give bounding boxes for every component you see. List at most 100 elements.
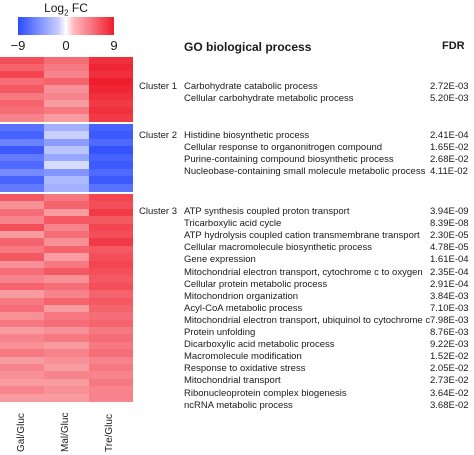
heatmap-cell (89, 312, 133, 321)
heatmap-cell (89, 124, 133, 133)
column-label: Tre/Gluc (104, 414, 115, 452)
heatmap-cell (89, 113, 133, 122)
heatmap-cell (89, 99, 133, 108)
heatmap-cell (0, 64, 44, 72)
heatmap-cell (89, 245, 133, 254)
heatmap-cell (44, 146, 89, 155)
heatmap-cell (0, 71, 44, 79)
heatmap-cell (44, 319, 89, 328)
heatmap-cell (44, 238, 89, 247)
heatmap-cell (0, 319, 44, 328)
heatmap-cell (44, 153, 89, 162)
heatmap-cell (44, 85, 89, 94)
heatmap-cell (0, 216, 44, 225)
heatmap-cell (89, 131, 133, 140)
heatmap-cell (44, 275, 89, 284)
fdr-value: 3.64E-02 (430, 387, 469, 399)
heatmap-cell (0, 253, 44, 262)
go-term: ATP hydrolysis coupled cation transmembr… (184, 230, 420, 242)
heatmap-cell (89, 341, 133, 350)
fdr-value: 3.84E-03 (430, 290, 469, 302)
heatmap-cell (0, 312, 44, 321)
go-term: ncRNA metabolic process (184, 399, 293, 411)
go-term: ATP synthesis coupled proton transport (184, 206, 350, 217)
go-term: Cellular protein metabolic process (184, 278, 328, 290)
go-term: Macromolecule modification (184, 351, 302, 363)
heatmap-cell (44, 201, 89, 210)
fdr-value: 8.39E-08 (430, 218, 469, 230)
heatmap-cell (0, 238, 44, 247)
heatmap-cell (89, 334, 133, 343)
fdr-value: 2.35E-04 (430, 266, 469, 278)
heatmap-cell (0, 356, 44, 365)
heatmap-cell (0, 161, 44, 170)
heatmap-cell (89, 208, 133, 217)
go-term: Cellular response to organonitrogen comp… (184, 142, 383, 154)
scale-tick-max: 9 (110, 38, 118, 53)
column-label: Mal/Gluc (60, 412, 71, 452)
heatmap-cell (89, 371, 133, 380)
fdr-value: 7.98E-03 (430, 314, 469, 326)
go-term: Tricarboxylic acid cycle (184, 218, 282, 230)
fdr-value: 2.41E-04 (430, 130, 469, 141)
heatmap-cell (0, 260, 44, 269)
heatmap-cell (44, 349, 89, 358)
go-term: Cellular carbohydrate metabolic process (184, 93, 354, 105)
heatmap-cell (44, 138, 89, 147)
heatmap-cell (0, 282, 44, 291)
heatmap-cell (44, 168, 89, 177)
heatmap-cell (0, 223, 44, 232)
heatmap-cell (44, 364, 89, 373)
heatmap-cell (0, 290, 44, 299)
scale-tick-mid: 0 (62, 38, 70, 53)
heatmap-cell (89, 106, 133, 115)
heatmap-cell (89, 71, 133, 79)
heatmap-cell (44, 176, 89, 185)
heatmap-cell (0, 371, 44, 380)
go-term: Dicarboxylic acid metabolic process (184, 339, 335, 351)
heatmap-cell (44, 71, 89, 79)
heatmap-cell (44, 194, 89, 202)
heatmap-cell (44, 267, 89, 276)
heatmap-cell (89, 78, 133, 87)
heatmap-cell (44, 183, 89, 192)
heatmap-cell (0, 230, 44, 239)
heatmap-cell (89, 201, 133, 210)
heatmap-cell (0, 194, 44, 202)
heatmap-cell (89, 349, 133, 358)
heatmap-cell (89, 275, 133, 284)
fdr-value: 8.76E-03 (430, 327, 469, 338)
heatmap-cell (44, 131, 89, 140)
go-term: Purine-containing compound biosynthetic … (184, 154, 394, 166)
heatmap-cell (44, 230, 89, 239)
cluster-label: Cluster 2 (139, 130, 178, 141)
fdr-value: 3.94E-09 (430, 206, 469, 217)
heatmap-cell (44, 341, 89, 350)
heatmap-cell (89, 253, 133, 262)
fdr-value: 9.22E-03 (430, 339, 469, 351)
heatmap-cell (44, 260, 89, 269)
column-label: Gal/Gluc (16, 413, 27, 452)
heatmap-cell (89, 356, 133, 365)
go-term: Acyl-CoA metabolic process (184, 302, 303, 314)
fdr-value: 3.68E-02 (430, 399, 469, 411)
heatmap-cell (0, 201, 44, 210)
go-term: Mitochondrial transport (184, 375, 281, 387)
heatmap-cell (0, 378, 44, 387)
heatmap-cell (89, 64, 133, 72)
heatmap-cell (0, 99, 44, 108)
heatmap-cell (44, 57, 89, 65)
heatmap-cell (89, 161, 133, 170)
go-term: Cellular macromolecule biosynthetic proc… (184, 242, 372, 254)
heatmap-cell (44, 216, 89, 225)
heatmap-cell (0, 393, 44, 402)
heatmap-cell (0, 57, 44, 65)
heatmap-cell (44, 386, 89, 395)
heatmap-cell (44, 106, 89, 115)
heatmap-cell (0, 334, 44, 343)
heatmap-cell (89, 260, 133, 269)
heatmap-cell (0, 146, 44, 155)
heatmap-cell (44, 253, 89, 262)
heatmap-cell (89, 297, 133, 306)
